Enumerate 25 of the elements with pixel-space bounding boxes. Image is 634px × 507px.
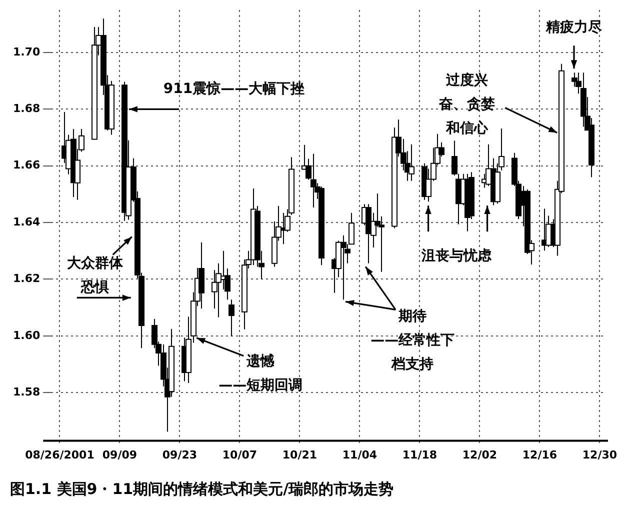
x-tick-label: 10/21	[282, 448, 318, 462]
annotation: 过度兴奋、贪婪和信心	[438, 71, 496, 136]
y-tick-label: 1.62	[13, 272, 40, 286]
annotation: 遗憾——短期回调	[218, 354, 303, 394]
annotation: 大众群体恐惧	[66, 255, 124, 296]
x-tick-label: 09/23	[162, 448, 198, 462]
y-tick-label: 1.68	[13, 102, 40, 116]
x-tick-label: 11/18	[402, 448, 438, 462]
y-tick-label: 1.66	[13, 158, 40, 172]
x-tick-label: 08/26/2001	[25, 448, 94, 462]
x-tick-label: 12/30	[582, 448, 618, 462]
annotation: 精疲力尽	[545, 18, 603, 36]
x-tick-label: 10/07	[222, 448, 258, 462]
text: 图1.1 美国9・11期间的情绪模式和美元/瑞郎的市场走势	[10, 480, 394, 498]
y-tick-label: 1.58	[13, 385, 40, 398]
y-tick-label: 1.60	[13, 328, 40, 342]
x-tick-label: 12/16	[522, 448, 558, 462]
y-tick-label: 1.64	[13, 215, 40, 228]
annotation: 911震惊——大幅下挫	[163, 80, 305, 97]
x-tick-label: 11/04	[342, 448, 378, 462]
annotation: 期待——经常性下档支持	[370, 308, 455, 372]
x-tick-label: 09/09	[102, 448, 138, 462]
annotation: 沮丧与忧虑	[420, 248, 492, 264]
x-tick-label: 12/02	[462, 448, 498, 462]
y-tick-label: 1.70	[13, 45, 40, 58]
